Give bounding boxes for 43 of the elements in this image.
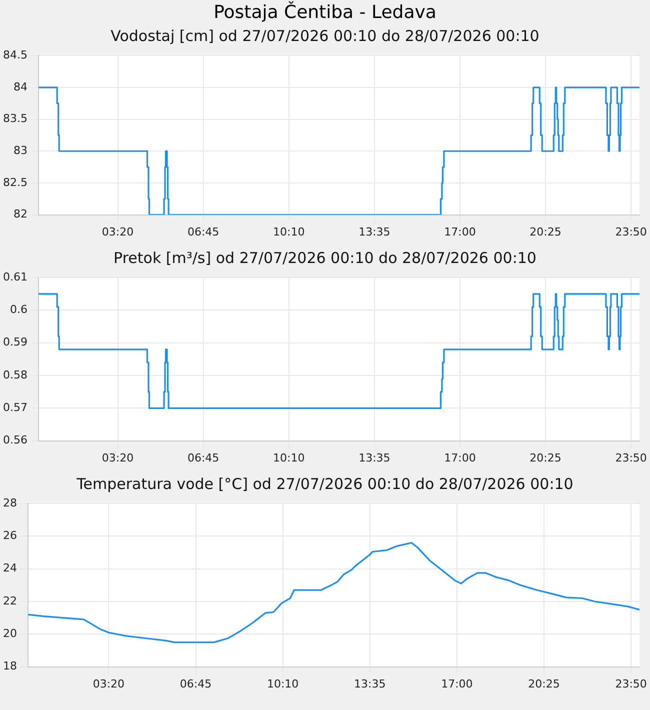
x-tick-label: 06:45 (180, 677, 212, 690)
chart-title: Temperatura vode [°C] od 27/07/2026 00:10 do 28/07/2026 00:10 (76, 474, 574, 494)
y-tick-label: 82 (13, 208, 28, 221)
x-tick-label: 13:35 (358, 451, 390, 464)
y-tick-label: 83 (13, 144, 28, 157)
x-tick-label: 13:35 (358, 225, 390, 238)
y-tick-label: 24 (2, 562, 17, 575)
y-tick-label: 84.5 (2, 48, 28, 62)
x-tick-label: 13:35 (354, 677, 386, 690)
y-tick-label: 28 (2, 496, 17, 510)
x-tick-label: 23:50 (615, 451, 647, 464)
y-tick-label: 0.61 (2, 270, 28, 284)
y-tick-label: 26 (2, 529, 17, 542)
y-tick-label: 82.5 (2, 176, 28, 189)
x-tick-label: 03:20 (92, 677, 125, 690)
y-tick-label: 0.58 (2, 368, 28, 382)
x-tick-label: 10:10 (273, 225, 305, 238)
x-tick-label: 10:10 (273, 451, 305, 464)
y-tick-label: 0.59 (2, 336, 28, 349)
y-tick-label: 0.57 (2, 401, 28, 414)
x-tick-label: 20:25 (530, 225, 562, 238)
x-tick-label: 10:10 (266, 677, 299, 690)
x-tick-label: 06:45 (187, 225, 220, 238)
x-tick-label: 06:45 (187, 451, 220, 464)
y-tick-label: 22 (2, 594, 17, 608)
x-tick-label: 17:00 (441, 677, 473, 690)
chart-subtitle: Vodostaj [cm] od 27/07/2026 00:10 do 28/07/2026 00:10 (110, 26, 540, 46)
x-tick-label: 20:25 (528, 677, 560, 690)
x-tick-label: 20:25 (530, 451, 562, 464)
x-tick-label: 23:50 (615, 225, 647, 238)
x-tick-label: 17:00 (444, 451, 476, 464)
y-tick-label: 84 (13, 80, 28, 94)
x-tick-label: 03:20 (102, 225, 134, 238)
chart-title: Pretok [m³/s] od 27/07/2026 00:10 do 28/07/2026 00:10 (112, 248, 538, 268)
x-tick-label: 23:50 (615, 677, 647, 690)
x-tick-label: 17:00 (444, 225, 476, 238)
x-tick-label: 03:20 (102, 451, 134, 464)
y-tick-label: 0.6 (10, 303, 28, 316)
y-tick-label: 0.56 (2, 434, 28, 447)
chart-title: Postaja Čentiba - Ledava (212, 0, 438, 25)
y-tick-label: 83.5 (2, 112, 28, 126)
y-tick-label: 18 (2, 660, 17, 673)
y-tick-label: 20 (2, 627, 17, 640)
